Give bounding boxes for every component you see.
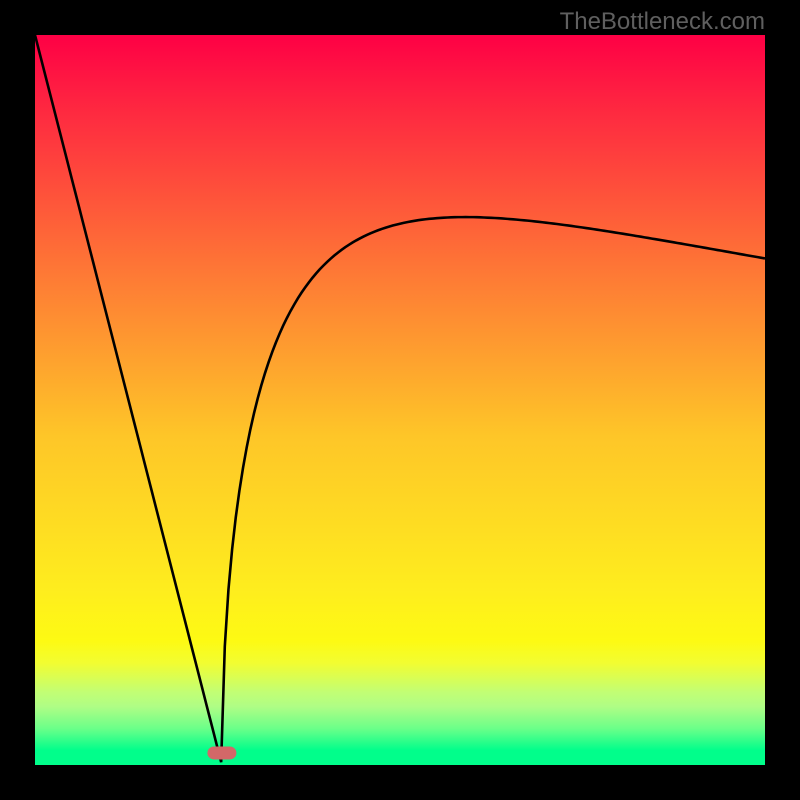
- plot-area: [35, 35, 765, 765]
- minimum-marker: [207, 746, 236, 759]
- watermark-text: TheBottleneck.com: [560, 8, 765, 36]
- bottleneck-curve: [35, 35, 765, 765]
- chart-stage: TheBottleneck.com: [0, 0, 800, 800]
- curve-path: [35, 35, 765, 762]
